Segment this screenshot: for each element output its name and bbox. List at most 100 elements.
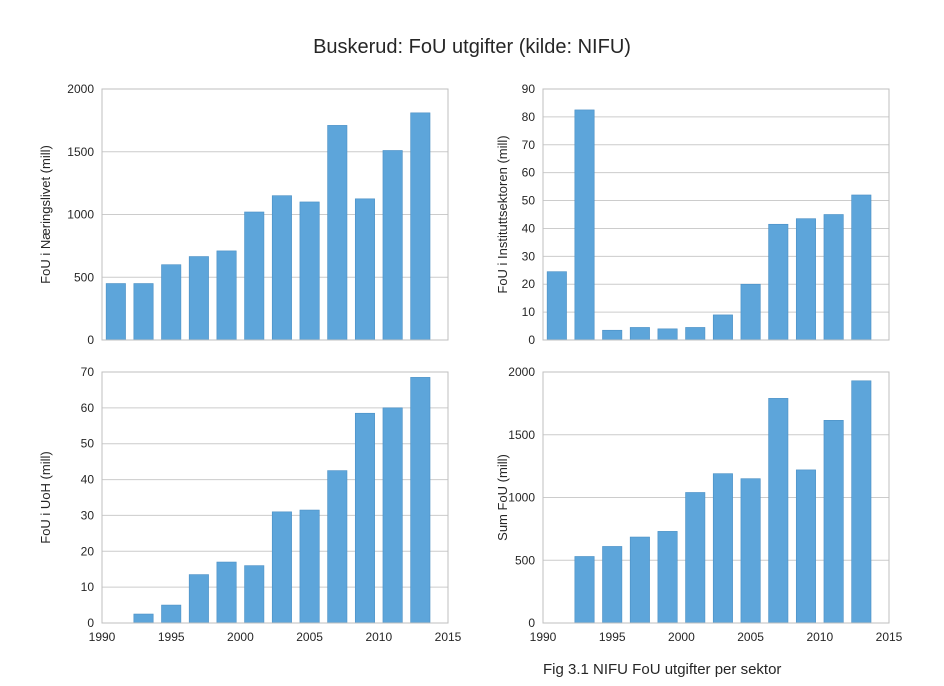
bar	[216, 250, 237, 341]
bar	[161, 264, 182, 341]
x-tick-label: 1990	[530, 630, 557, 644]
y-tick-label: 20	[522, 277, 536, 291]
bar	[410, 377, 431, 624]
y-tick-label: 50	[522, 194, 536, 208]
bar	[768, 223, 789, 341]
bar	[768, 398, 789, 624]
bar	[795, 469, 816, 624]
bar	[133, 613, 154, 624]
x-tick-label: 2005	[737, 630, 764, 644]
bar	[188, 256, 209, 341]
y-tick-label: 1500	[67, 145, 94, 159]
bar	[327, 470, 348, 624]
y-tick-label: 70	[81, 365, 95, 379]
y-tick-label: 1500	[508, 428, 535, 442]
bar	[795, 218, 816, 341]
bar	[105, 283, 126, 341]
bar	[740, 478, 761, 624]
y-tick-label: 20	[81, 544, 95, 558]
y-axis-label: FoU i UoH (mill)	[38, 451, 53, 543]
x-tick-label: 1995	[158, 630, 185, 644]
y-tick-label: 50	[81, 437, 95, 451]
bar	[410, 112, 431, 341]
subplot-2: 0 10 20 30 40 50 60 70 80 90 FoU i Instituttsektor…	[495, 82, 890, 347]
bar	[244, 211, 265, 341]
bar	[299, 509, 320, 624]
y-tick-label: 30	[81, 508, 95, 522]
bar	[657, 328, 678, 341]
bar	[685, 327, 706, 341]
y-tick-label: 1000	[508, 491, 535, 505]
subplot-1: 0 500 1000 1500 2000 FoU i Næringslivet (mill…	[38, 82, 449, 347]
plot-frame	[101, 88, 449, 341]
bar	[823, 420, 844, 624]
plot-frame	[542, 88, 890, 341]
bar	[271, 511, 292, 624]
y-tick-label: 90	[522, 82, 536, 96]
bar	[602, 329, 623, 341]
bar	[161, 604, 182, 624]
y-tick-label: 10	[81, 580, 95, 594]
bar	[299, 201, 320, 341]
x-tick-label: 2000	[227, 630, 254, 644]
y-tick-label: 40	[522, 221, 536, 235]
y-axis-label: FoU i Næringslivet (mill)	[38, 145, 53, 284]
bar	[685, 492, 706, 624]
bar	[602, 546, 623, 624]
bar	[657, 531, 678, 624]
bar	[851, 380, 872, 624]
y-tick-label: 0	[87, 333, 94, 347]
figure-title: Buskerud: FoU utgifter (kilde: NIFU)	[313, 36, 631, 58]
y-tick-label: 0	[87, 616, 94, 630]
bar	[188, 574, 209, 624]
x-tick-label: 2010	[365, 630, 392, 644]
y-tick-label: 60	[81, 401, 95, 415]
bar	[740, 283, 761, 341]
y-tick-label: 2000	[508, 365, 535, 379]
figure-caption: Fig 3.1 NIFU FoU utgifter per sektor	[543, 661, 782, 678]
bar	[823, 214, 844, 341]
y-axis-label: FoU i Instituttsektoren (mill)	[495, 135, 510, 293]
x-tick-label: 2015	[435, 630, 462, 644]
y-tick-label: 0	[528, 616, 535, 630]
y-tick-label: 2000	[67, 82, 94, 96]
y-tick-label: 40	[81, 473, 95, 487]
bar	[354, 198, 375, 341]
subplot-4: 0 500 1000 1500 2000 1990 1995 2000 2005 2010 2015…	[495, 365, 903, 644]
bar	[629, 327, 650, 341]
bar	[712, 314, 733, 341]
x-tick-label: 1990	[89, 630, 116, 644]
bar	[354, 412, 375, 624]
y-tick-label: 70	[522, 138, 536, 152]
y-tick-label: 0	[528, 333, 535, 347]
y-tick-label: 500	[74, 270, 94, 284]
x-tick-label: 2010	[806, 630, 833, 644]
x-tick-label: 1995	[599, 630, 626, 644]
bar	[851, 194, 872, 341]
bar	[382, 407, 403, 624]
x-tick-label: 2015	[876, 630, 903, 644]
y-tick-label: 80	[522, 110, 536, 124]
bar	[712, 473, 733, 624]
bar	[382, 150, 403, 341]
y-tick-label: 10	[522, 305, 536, 319]
bar	[574, 109, 595, 341]
plot-frame	[101, 371, 449, 624]
y-tick-label: 500	[515, 553, 535, 567]
plot-frame	[542, 371, 890, 624]
y-tick-label: 30	[522, 249, 536, 263]
bar	[133, 283, 154, 341]
bar	[629, 536, 650, 624]
subplot-3: 0 10 20 30 40 50 60 70 1990 1995 2000 2005 2010 2015 F…	[38, 365, 462, 644]
bar	[574, 556, 595, 624]
bar	[327, 125, 348, 341]
y-axis-label: Sum FoU (mill)	[495, 454, 510, 541]
bar	[546, 271, 567, 341]
x-tick-label: 2000	[668, 630, 695, 644]
bar	[244, 565, 265, 624]
y-tick-label: 60	[522, 166, 536, 180]
y-tick-label: 1000	[67, 208, 94, 222]
x-tick-label: 2005	[296, 630, 323, 644]
bar	[271, 195, 292, 341]
